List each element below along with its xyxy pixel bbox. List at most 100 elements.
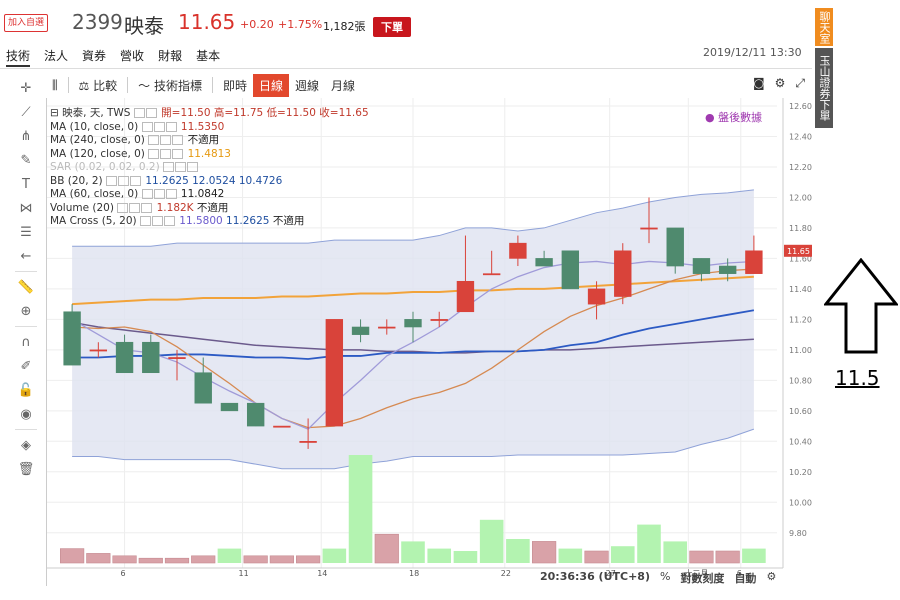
volume-bar (742, 548, 766, 563)
legend-row: MA Cross (5, 20) 11.5800 11.2625 不適用 (50, 215, 369, 229)
magnet-icon[interactable]: ∩ (21, 334, 31, 350)
trash-icon[interactable]: 🗑 (17, 461, 35, 477)
volume-bar (269, 555, 294, 564)
legend-toggle-icon[interactable] (148, 148, 160, 159)
legend-toggle-icon[interactable] (172, 148, 184, 159)
price-chart[interactable]: 12.60 12.40 12.20 12.00 11.80 11.60 11.40 11.20… (47, 98, 826, 586)
arrow-left-icon[interactable]: ← (20, 248, 32, 264)
candle-body (456, 280, 475, 313)
trendline-icon[interactable]: ⟋ (21, 104, 31, 120)
camera-icon[interactable]: ◙ (752, 76, 765, 90)
crosshair-icon[interactable]: ✛ (20, 80, 32, 96)
legend-toggle-icon[interactable] (165, 189, 177, 199)
chart-area[interactable]: 12.60 12.40 12.20 12.00 11.80 11.60 11.40 11.20… (46, 98, 826, 586)
tab-revenue[interactable]: 營收 (120, 49, 145, 63)
legend-row-value: 11.5350 (177, 120, 225, 133)
ma240-line (71, 321, 754, 354)
legend-toggle-icon[interactable] (163, 216, 175, 226)
add-watchlist-button[interactable]: 加入自選 (4, 14, 49, 32)
legend-row-value: 11.5800 (175, 215, 223, 227)
price-change-pct: +1.75% (278, 18, 323, 31)
interval-daily[interactable]: 日線 (252, 73, 289, 97)
legend-toggle-icon[interactable] (148, 135, 160, 145)
candle-body (745, 250, 763, 274)
legend-toggle-icon[interactable] (160, 135, 172, 145)
legend-toggle-icon[interactable] (163, 162, 175, 172)
candle-body (430, 319, 448, 321)
ruler-icon[interactable]: 📏 (17, 279, 35, 295)
legend-toggle-icon[interactable] (129, 202, 141, 213)
tab-margin[interactable]: 資券 (82, 49, 107, 63)
auto-scale-toggle[interactable]: 自動 (734, 572, 757, 585)
legend-toggle-icon[interactable] (172, 135, 184, 145)
legend-toggle-icon[interactable] (133, 108, 145, 118)
toolbar-divider (211, 77, 213, 93)
fib-icon[interactable]: ☰ (20, 224, 32, 240)
legend-row-value: 12.0524 (188, 174, 236, 187)
indicators-button[interactable]: 〜 技術指標 (132, 74, 208, 97)
log-scale-toggle[interactable]: 對數刻度 (680, 572, 725, 585)
tab-technical[interactable]: 技術 (6, 47, 31, 67)
tab-basic[interactable]: 基本 (196, 49, 221, 63)
x-tick-label: 22 (501, 569, 511, 578)
y-tick-label: 11.40 (789, 285, 812, 294)
percent-toggle[interactable]: % (659, 570, 671, 583)
fork-icon[interactable]: ⋔ (20, 128, 32, 144)
legend-toggle-icon[interactable] (139, 216, 151, 226)
pencil-lock-icon[interactable]: ✐ (20, 358, 32, 374)
interval-monthly[interactable]: 月線 (331, 78, 356, 93)
interval-weekly[interactable]: 週線 (295, 78, 320, 93)
legend-toggle-icon[interactable] (130, 175, 141, 186)
broker-order-tab[interactable]: 玉山證券下單 (815, 48, 833, 128)
y-tick-label: 10.80 (789, 376, 812, 385)
legend-main: ⊟ 映泰, 天, TWS 開=11.50 高=11.75 低=11.50 收=1… (50, 107, 369, 121)
gear-icon[interactable]: ⚙ (774, 76, 786, 90)
text-icon[interactable]: T (22, 176, 30, 192)
bb-lower-line (72, 428, 755, 470)
legend-toggle-icon[interactable] (153, 189, 165, 199)
settings-icon[interactable]: ⚙ (766, 570, 777, 583)
volume-bar (217, 548, 242, 563)
compare-button[interactable]: ⚖ 比較 (73, 74, 124, 97)
lock-icon[interactable]: 🔓 (17, 382, 35, 398)
legend-symbol: 映泰, 天, TWS (62, 107, 131, 119)
legend-toggle-icon[interactable] (141, 121, 153, 132)
up-arrow-shape (824, 258, 898, 354)
layers-icon[interactable]: ◈ (21, 437, 31, 453)
legend-toggle-icon[interactable] (165, 121, 177, 132)
legend-collapse-icon[interactable]: ⊟ (50, 107, 59, 119)
y-tick-label: 12.00 (789, 193, 812, 202)
legend-toggle-icon[interactable] (141, 189, 153, 199)
brush-icon[interactable]: ✎ (20, 152, 32, 168)
candle-body (142, 341, 160, 374)
y-tick-label: 10.20 (789, 468, 812, 477)
legend-toggle-icon[interactable] (118, 175, 129, 186)
order-button[interactable]: 下單 (373, 17, 411, 37)
legend-toggle-icon[interactable] (141, 202, 153, 213)
drawing-tools: ✛ ⟋ ⋔ ✎ T ⋈ ☰ ← 📏 ⊕ ∩ ✐ 🔓 ◉ ◈ 🗑 (8, 76, 44, 481)
volume-bar (479, 519, 504, 563)
legend-row-value: 11.2625 (142, 174, 189, 187)
zoom-icon[interactable]: ⊕ (20, 303, 32, 319)
chatroom-tab[interactable]: 聊天室 (815, 8, 833, 46)
legend-toggle-icon[interactable] (117, 202, 129, 213)
pattern-icon[interactable]: ⋈ (19, 200, 33, 216)
legend-toggle-icon[interactable] (151, 216, 163, 226)
legend-toggle-icon[interactable] (106, 175, 117, 186)
fullscreen-icon[interactable]: ⤢ (795, 76, 805, 90)
interval-realtime[interactable]: 即時 (222, 78, 247, 93)
last-price-label: 11.65 (787, 247, 810, 256)
eye-icon[interactable]: ◉ (20, 406, 32, 422)
legend-row-value: 不適用 (184, 134, 220, 146)
legend-toggle-icon[interactable] (160, 148, 172, 159)
stock-price: 11.65 (178, 10, 236, 34)
chart-type-icon[interactable]: ⫼ (52, 77, 58, 92)
legend-toggle-icon[interactable] (187, 162, 199, 172)
candle-body (587, 288, 606, 305)
volume-bar (112, 555, 137, 564)
legend-toggle-icon[interactable] (153, 121, 165, 132)
tab-financials[interactable]: 財報 (158, 49, 183, 63)
legend-toggle-icon[interactable] (145, 108, 157, 118)
tab-institutional[interactable]: 法人 (44, 49, 69, 63)
legend-toggle-icon[interactable] (175, 162, 187, 172)
